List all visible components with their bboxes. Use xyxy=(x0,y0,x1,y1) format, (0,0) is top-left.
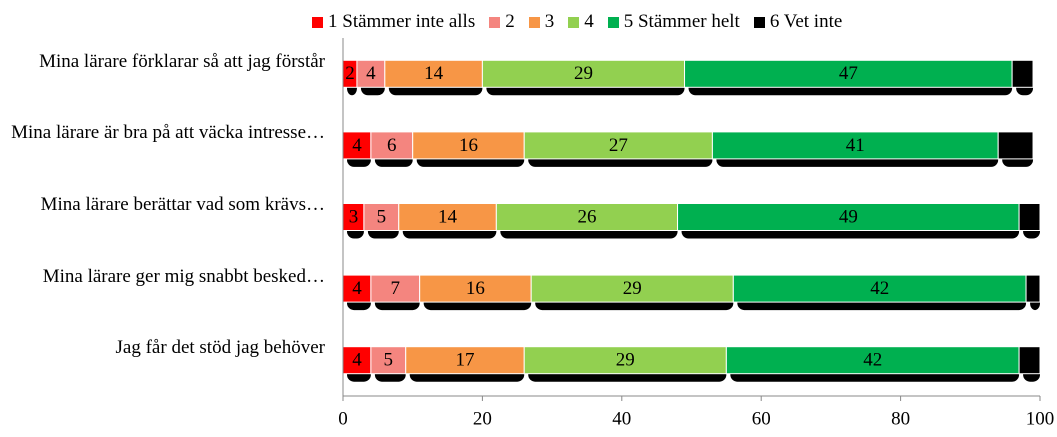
x-tick-label: 80 xyxy=(891,408,910,429)
legend-label: 5 Stämmer helt xyxy=(623,11,740,32)
data-label: 4 xyxy=(366,63,376,84)
bar-segment xyxy=(997,131,1034,160)
data-label: 29 xyxy=(574,63,593,84)
data-label: 6 xyxy=(387,135,397,156)
legend-item: 1 Stämmer inte alls xyxy=(312,10,475,34)
data-label: 14 xyxy=(438,206,458,227)
legend-label: 1 Stämmer inte alls xyxy=(328,11,476,32)
data-label: 29 xyxy=(616,350,635,371)
data-label: 47 xyxy=(839,63,858,84)
bar-segment xyxy=(1025,274,1041,303)
bar-segment xyxy=(711,131,999,160)
data-label: 5 xyxy=(377,206,387,227)
data-label: 5 xyxy=(384,350,394,371)
category-label: Mina lärare förklarar så att jag förstår xyxy=(39,50,325,72)
bar-segment xyxy=(725,346,1020,375)
data-label: 26 xyxy=(577,206,596,227)
data-label: 27 xyxy=(609,135,628,156)
x-tick-label: 100 xyxy=(1026,408,1055,429)
legend-swatch xyxy=(312,16,323,28)
bar-segment xyxy=(677,203,1020,231)
data-label: 41 xyxy=(846,135,865,156)
bar-segment xyxy=(523,131,713,160)
legend-swatch xyxy=(568,16,580,28)
data-label: 49 xyxy=(839,206,858,227)
data-label: 4 xyxy=(352,135,362,156)
legend-item: 2 xyxy=(489,10,515,34)
data-label: 42 xyxy=(870,278,889,299)
data-label: 14 xyxy=(424,63,444,84)
bar-segment xyxy=(481,59,686,88)
legend-swatch xyxy=(607,16,619,28)
x-tick-label: 0 xyxy=(338,408,348,429)
bar-segment xyxy=(370,131,414,160)
data-label: 17 xyxy=(455,350,474,371)
data-label: 16 xyxy=(459,135,478,156)
data-label: 7 xyxy=(391,278,401,299)
legend-swatch xyxy=(753,16,765,28)
category-label: Mina lärare berättar vad som krävs… xyxy=(40,194,325,215)
x-tick-label: 20 xyxy=(473,408,492,429)
legend-label: 6 Vet inte xyxy=(769,11,843,32)
bar-segment xyxy=(398,203,497,231)
legend-swatch xyxy=(489,16,501,28)
legend-label: 2 xyxy=(505,11,515,32)
legend-label: 4 xyxy=(584,11,594,32)
category-label: Mina lärare ger mig snabbt besked… xyxy=(42,265,325,287)
bar-segment xyxy=(405,346,525,375)
legend-item: 6 Vet inte xyxy=(753,10,843,34)
legend: 1 Stämmer inte alls 2 3 4 5 Stämmer helt 6 Ve… xyxy=(312,10,842,34)
category-label: Jag får det stöd jag behöver xyxy=(115,337,325,359)
bar-segment xyxy=(1011,59,1034,88)
legend-item: 3 xyxy=(528,10,555,34)
bar-segment xyxy=(412,131,525,160)
bar-segment xyxy=(1018,346,1041,375)
data-label: 42 xyxy=(863,350,882,371)
data-label: 4 xyxy=(352,278,362,299)
legend-swatch xyxy=(528,16,540,28)
data-label: 16 xyxy=(466,278,485,299)
bar-segment xyxy=(732,274,1027,303)
legend-label: 3 xyxy=(544,11,555,32)
category-label: Mina lärare är bra på att väcka intresse… xyxy=(11,122,325,144)
legend-item: 5 Stämmer helt xyxy=(607,10,740,34)
bar-segment xyxy=(523,346,727,375)
legend-item: 4 xyxy=(568,10,594,34)
data-label: 2 xyxy=(345,63,355,84)
bar-segment xyxy=(495,203,679,231)
data-label: 3 xyxy=(349,206,359,227)
x-tick-label: 60 xyxy=(752,408,771,429)
bar-segment xyxy=(1018,203,1041,231)
bar-segment xyxy=(370,346,407,375)
x-tick-label: 40 xyxy=(612,408,631,429)
data-label: 29 xyxy=(623,278,642,299)
bar-segment xyxy=(356,59,386,88)
data-label: 4 xyxy=(352,350,362,371)
bar-segment xyxy=(342,274,372,303)
bar-segment xyxy=(363,203,400,231)
